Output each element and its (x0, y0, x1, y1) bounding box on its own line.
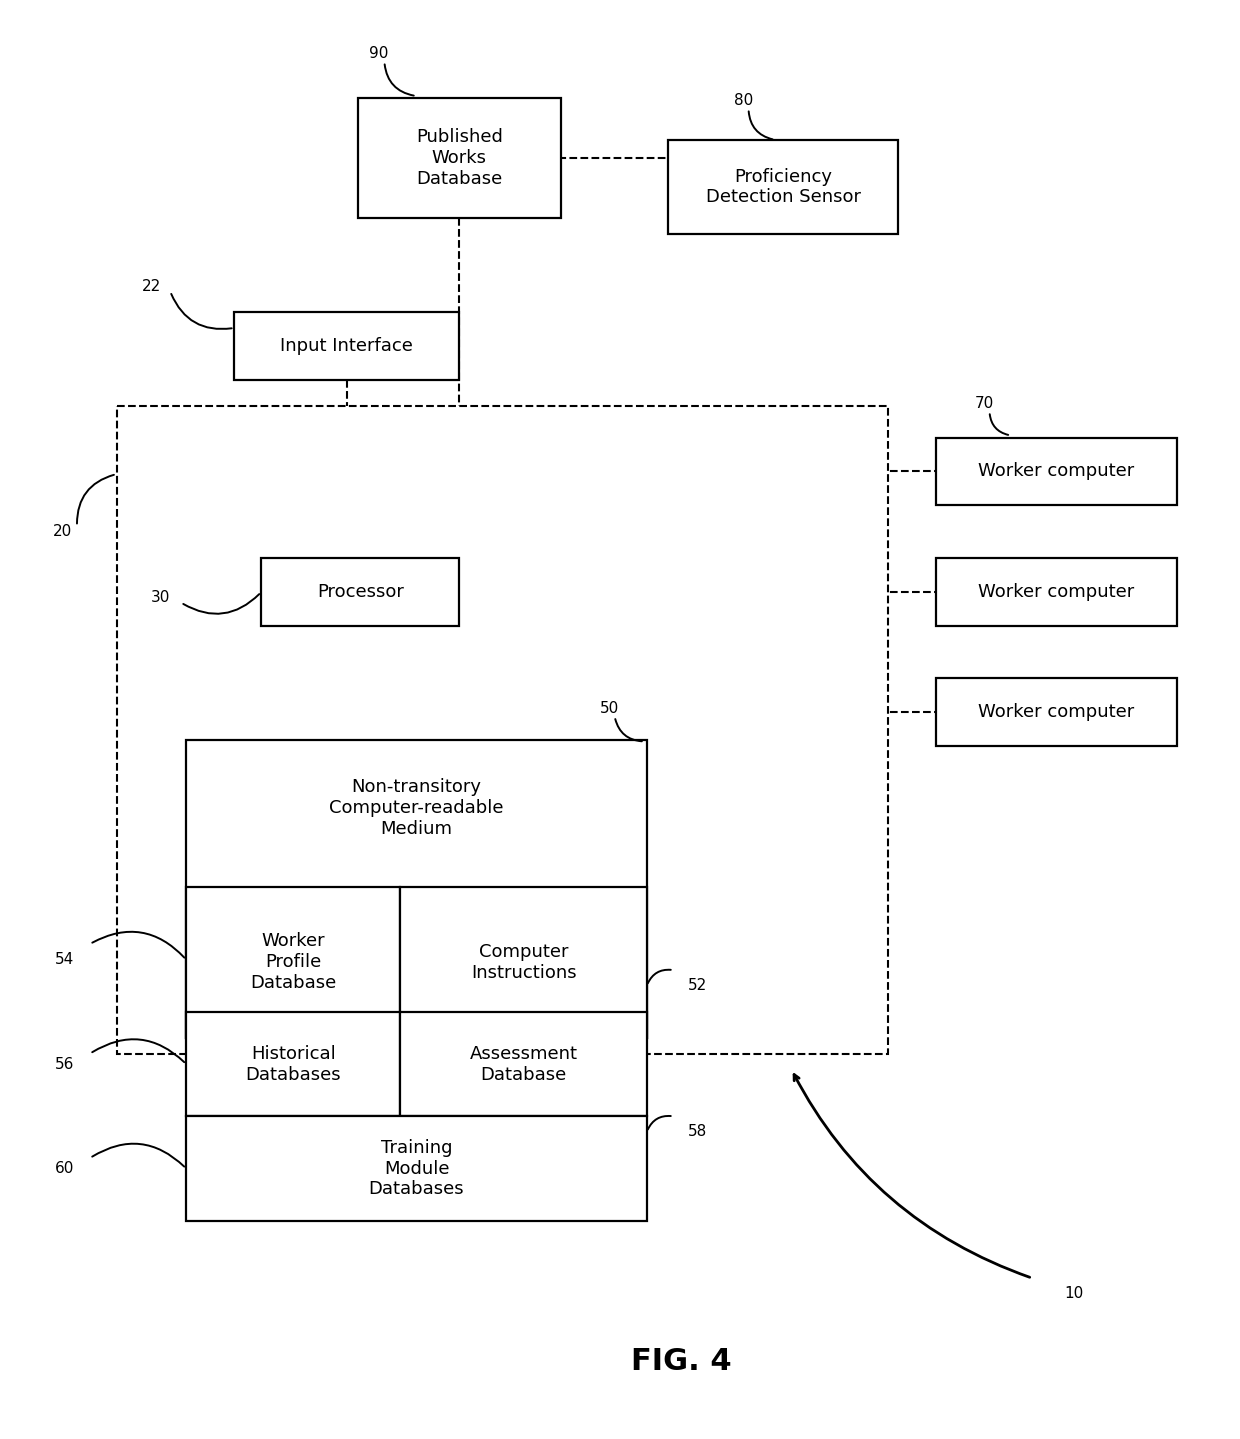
Text: 70: 70 (975, 396, 993, 410)
Bar (936, 437, 1177, 505)
Text: Training
Module
Databases: Training Module Databases (368, 1138, 464, 1199)
Bar (186, 1117, 647, 1220)
Text: 10: 10 (1064, 1286, 1084, 1301)
Text: Worker computer: Worker computer (978, 702, 1135, 721)
Text: 52: 52 (687, 979, 707, 993)
Text: Non-transitory
Computer-readable
Medium: Non-transitory Computer-readable Medium (330, 778, 503, 837)
Text: Historical
Databases: Historical Databases (246, 1045, 341, 1084)
Text: 20: 20 (52, 524, 72, 540)
Bar (936, 558, 1177, 626)
Text: Assessment
Database: Assessment Database (470, 1045, 578, 1084)
Bar (117, 406, 888, 1053)
Bar (186, 741, 647, 1038)
Text: Processor: Processor (317, 583, 404, 600)
Text: FIG. 4: FIG. 4 (631, 1347, 732, 1376)
Text: Proficiency
Detection Sensor: Proficiency Detection Sensor (706, 167, 861, 206)
Text: 90: 90 (370, 46, 388, 60)
Bar (262, 558, 459, 626)
Text: 58: 58 (687, 1124, 707, 1140)
Text: 54: 54 (55, 953, 74, 967)
Text: Input Interface: Input Interface (280, 337, 413, 355)
Text: 50: 50 (600, 701, 619, 715)
Bar (401, 1012, 647, 1117)
Text: Published
Works
Database: Published Works Database (415, 128, 502, 189)
Bar (357, 98, 560, 219)
Text: Worker computer: Worker computer (978, 462, 1135, 481)
Bar (668, 140, 899, 235)
Text: 30: 30 (151, 590, 170, 604)
Text: Worker computer: Worker computer (978, 583, 1135, 600)
Text: 80: 80 (734, 92, 753, 108)
Bar (186, 886, 401, 1038)
Bar (936, 678, 1177, 745)
Bar (234, 312, 459, 380)
Bar (186, 1012, 401, 1117)
Text: 56: 56 (55, 1056, 74, 1072)
Text: 60: 60 (55, 1161, 74, 1176)
Text: Worker
Profile
Database: Worker Profile Database (250, 932, 336, 991)
Bar (401, 886, 647, 1038)
Text: Computer
Instructions: Computer Instructions (471, 943, 577, 981)
Text: 22: 22 (143, 279, 161, 294)
